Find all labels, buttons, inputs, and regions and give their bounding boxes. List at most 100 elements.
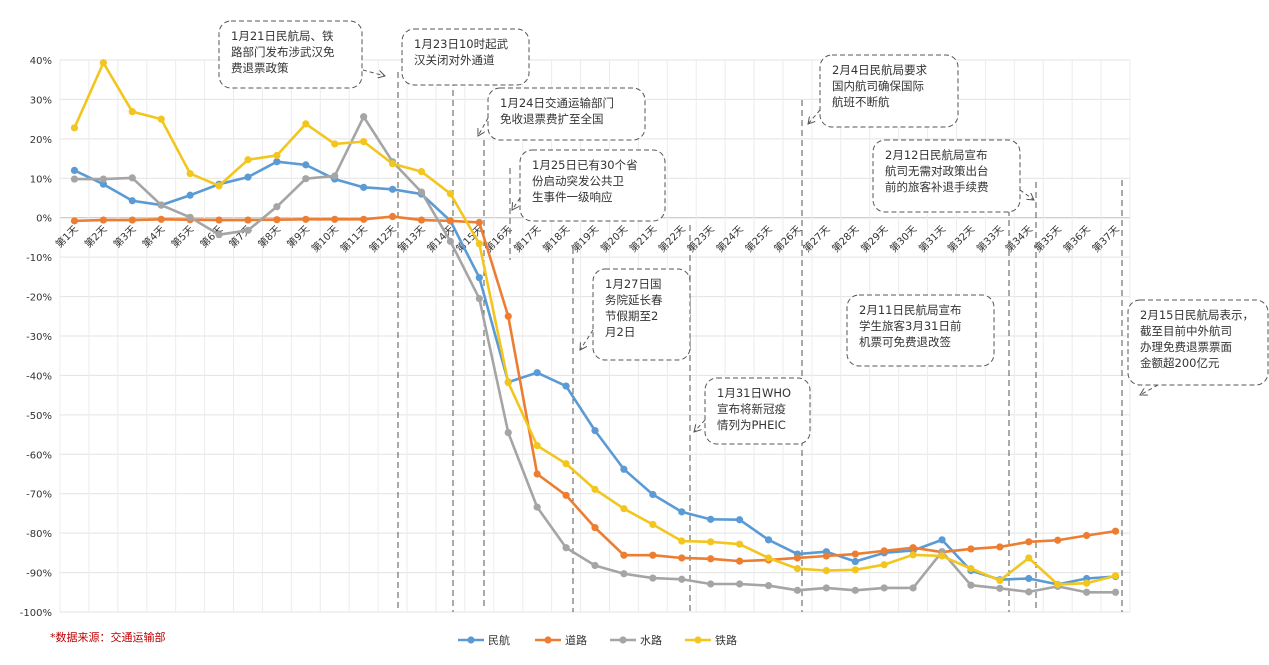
- data-point: [909, 551, 917, 559]
- y-tick-label: 0%: [36, 214, 52, 225]
- data-point: [302, 120, 310, 128]
- data-point: [99, 59, 107, 67]
- data-point: [504, 312, 512, 320]
- data-point: [417, 188, 426, 196]
- x-tick-label: 第19天: [569, 223, 601, 255]
- annotation-text: 航班不断航: [832, 95, 890, 109]
- data-point: [996, 543, 1004, 551]
- annotation-text: 节假期至2: [605, 309, 658, 323]
- x-tick-label: 第10天: [309, 223, 341, 255]
- x-tick-label: 第3天: [111, 223, 139, 251]
- data-point: [649, 490, 657, 499]
- y-tick-label: -30%: [26, 332, 52, 343]
- data-point: [1111, 572, 1120, 580]
- y-tick-label: -40%: [26, 371, 52, 382]
- annotation-box: [401, 28, 530, 86]
- data-point: [302, 161, 310, 169]
- data-point: [331, 172, 339, 180]
- data-point: [360, 138, 368, 146]
- data-point: [851, 566, 859, 574]
- data-point: [1083, 588, 1091, 596]
- data-point: [678, 554, 686, 562]
- data-point: [735, 580, 744, 588]
- x-tick-label: 第11天: [337, 223, 369, 255]
- x-tick-label: 第12天: [366, 223, 398, 255]
- annotation-text: 路部门发布涉武汉免: [231, 45, 335, 59]
- data-point: [938, 552, 946, 560]
- data-point: [591, 485, 599, 493]
- data-point: [533, 503, 541, 511]
- data-point: [909, 544, 917, 552]
- annotation-text: 2月12日民航局宣布: [885, 148, 987, 162]
- data-point: [591, 561, 599, 570]
- data-point: [678, 537, 686, 545]
- annotation-text: 机票可免费退改签: [859, 335, 951, 349]
- data-point: [822, 584, 830, 592]
- annotation-text: 免收退票费扩至全国: [500, 112, 604, 126]
- data-point: [822, 567, 830, 575]
- annotation-arrow: [694, 419, 706, 432]
- data-point: [764, 536, 773, 544]
- y-tick-label: -20%: [26, 293, 52, 304]
- data-point: [1111, 527, 1120, 535]
- annotation-box: [218, 20, 363, 89]
- data-point: [996, 576, 1004, 585]
- data-point: [1025, 554, 1033, 562]
- data-point: [793, 586, 802, 594]
- annotation-text: 前的旅客补退手续费: [885, 180, 989, 194]
- data-point: [128, 197, 136, 205]
- data-point: [388, 212, 397, 221]
- annotation-box: [846, 294, 995, 367]
- annotation-text: 汉关闭对外通道: [414, 53, 495, 67]
- data-point: [244, 226, 252, 234]
- data-point: [678, 575, 686, 583]
- legend-label: 铁路: [715, 634, 737, 647]
- data-point: [1054, 580, 1062, 589]
- x-tick-label: 第27天: [800, 223, 832, 255]
- x-tick-label: 第2天: [82, 223, 110, 251]
- data-point: [967, 565, 975, 573]
- annotation-text: 2月15日民航局表示，: [1140, 308, 1254, 322]
- data-point: [99, 216, 107, 224]
- data-point: [475, 274, 483, 282]
- annotation-text: 1月27日国: [605, 277, 661, 291]
- y-tick-label: 40%: [30, 56, 52, 67]
- legend-marker: [467, 636, 475, 644]
- data-point: [533, 442, 541, 450]
- data-point: [707, 515, 715, 523]
- data-point: [215, 216, 223, 224]
- data-point: [215, 182, 223, 190]
- data-point: [273, 216, 281, 224]
- x-tick-label: 第33天: [974, 223, 1006, 255]
- x-tick-label: 第36天: [1060, 223, 1092, 255]
- data-point: [562, 382, 570, 390]
- data-point: [735, 557, 744, 565]
- x-tick-label: 第32天: [945, 223, 977, 255]
- x-tick-label: 第29天: [858, 223, 890, 255]
- annotation-text: 1月31日WHO: [717, 386, 791, 400]
- x-tick-label: 第1天: [53, 223, 81, 251]
- data-point: [533, 470, 541, 478]
- annotation-arrow: [1019, 189, 1034, 200]
- y-tick-label: -60%: [26, 450, 52, 461]
- x-tick-label: 第30天: [887, 223, 919, 255]
- annotation-text: 1月23日10时起武: [414, 37, 509, 51]
- data-point: [302, 215, 310, 223]
- annotation-text: 情列为PHEIC: [717, 418, 786, 432]
- annotation-text: 金额超200亿元: [1140, 356, 1220, 370]
- data-point: [504, 378, 512, 387]
- x-tick-label: 第37天: [1089, 223, 1121, 255]
- annotation-text: 1月25日已有30个省: [532, 158, 638, 172]
- y-tick-label: -10%: [26, 253, 52, 264]
- x-tick-label: 第5天: [168, 223, 196, 251]
- annotation-text: 费退票政策: [231, 61, 289, 75]
- x-tick-label: 第23天: [684, 223, 716, 255]
- y-tick-label: 10%: [30, 174, 52, 185]
- x-tick-label: 第13天: [395, 223, 427, 255]
